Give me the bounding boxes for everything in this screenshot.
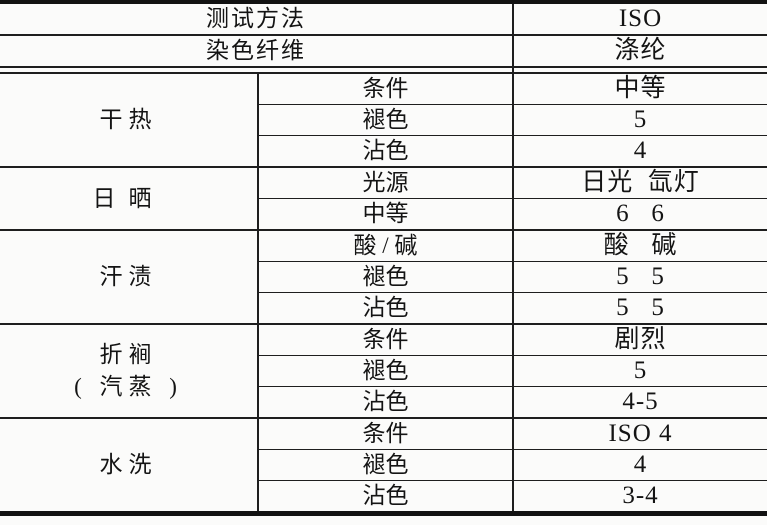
- group-row: 沾色 4: [0, 136, 767, 168]
- group-row: 沾色 3-4: [0, 481, 767, 511]
- row-label-cell: 酸 / 碱: [257, 231, 512, 262]
- row-label-cell: 褪色: [257, 262, 512, 293]
- group-row: 褪色 5: [0, 356, 767, 387]
- double-rule: [512, 68, 767, 74]
- header-value-cell: ISO: [512, 4, 767, 36]
- row-value-cell: 4: [512, 450, 767, 481]
- row-value-cell: 中等: [512, 74, 767, 105]
- row-value-cell: 剧烈: [512, 325, 767, 356]
- group-row: 褪色 4: [0, 450, 767, 481]
- row-value-cell: 5 5: [512, 293, 767, 325]
- row-label-cell: 条件: [257, 74, 512, 105]
- row-value-cell: 酸 碱: [512, 231, 767, 262]
- double-rule-row: [0, 68, 767, 74]
- row-label-cell: 条件: [257, 325, 512, 356]
- row-label-cell: 褪色: [257, 105, 512, 136]
- header-value-cell: 涤纶: [512, 36, 767, 68]
- row-label-cell: 褪色: [257, 356, 512, 387]
- group-name-cell: 折裥 ( 汽蒸 ): [0, 325, 257, 419]
- row-label-cell: 中等: [257, 199, 512, 231]
- group-name-cell: 日晒: [0, 168, 257, 231]
- header-label-cell: 染色纤维: [0, 36, 512, 68]
- group-name-cell: 汗渍: [0, 231, 257, 325]
- header-row: 测试方法 ISO: [0, 4, 767, 36]
- group-row: 沾色 4-5: [0, 387, 767, 419]
- header-row: 染色纤维 涤纶: [0, 36, 767, 68]
- group-name-cell: 干热: [0, 74, 257, 168]
- row-label-cell: 沾色: [257, 136, 512, 168]
- group-row: 干热 条件 中等: [0, 74, 767, 168]
- row-label-cell: 褪色: [257, 450, 512, 481]
- group-name-cell: 水洗: [99, 452, 158, 477]
- row-value-cell: ISO 4: [512, 419, 767, 450]
- row-label-cell: 沾色: [257, 387, 512, 419]
- group-row: 褪色 5 5: [0, 262, 767, 293]
- row-value-cell: 5: [512, 105, 767, 136]
- row-value-cell: 6 6: [512, 199, 767, 231]
- row-label-cell: 沾色: [257, 293, 512, 325]
- row-label-cell: 条件: [257, 419, 512, 450]
- group-row: 中等 6 6: [0, 199, 767, 231]
- row-label-cell: 光源: [257, 168, 512, 199]
- group-row: 水洗 条件 ISO 4: [0, 419, 767, 477]
- header-label-cell: 测试方法: [0, 4, 512, 36]
- group-row: 褪色 5: [0, 105, 767, 136]
- row-value-cell: 4: [512, 136, 767, 168]
- row-value-cell: 5: [512, 356, 767, 387]
- row-label-cell: 沾色: [257, 481, 512, 511]
- row-value-cell: 5 5: [512, 262, 767, 293]
- row-value-cell: 3-4: [512, 481, 767, 511]
- group-row: 沾色 5 5: [0, 293, 767, 325]
- group-row: 折裥 ( 汽蒸 ) 条件 剧烈: [0, 325, 767, 419]
- group-row: 日晒 光源 日光 氙灯: [0, 168, 767, 231]
- group-row: 汗渍 酸 / 碱 酸 碱: [0, 231, 767, 325]
- row-value-cell: 4-5: [512, 387, 767, 419]
- row-value-cell: 日光 氙灯: [512, 168, 767, 199]
- double-rule: [0, 68, 512, 74]
